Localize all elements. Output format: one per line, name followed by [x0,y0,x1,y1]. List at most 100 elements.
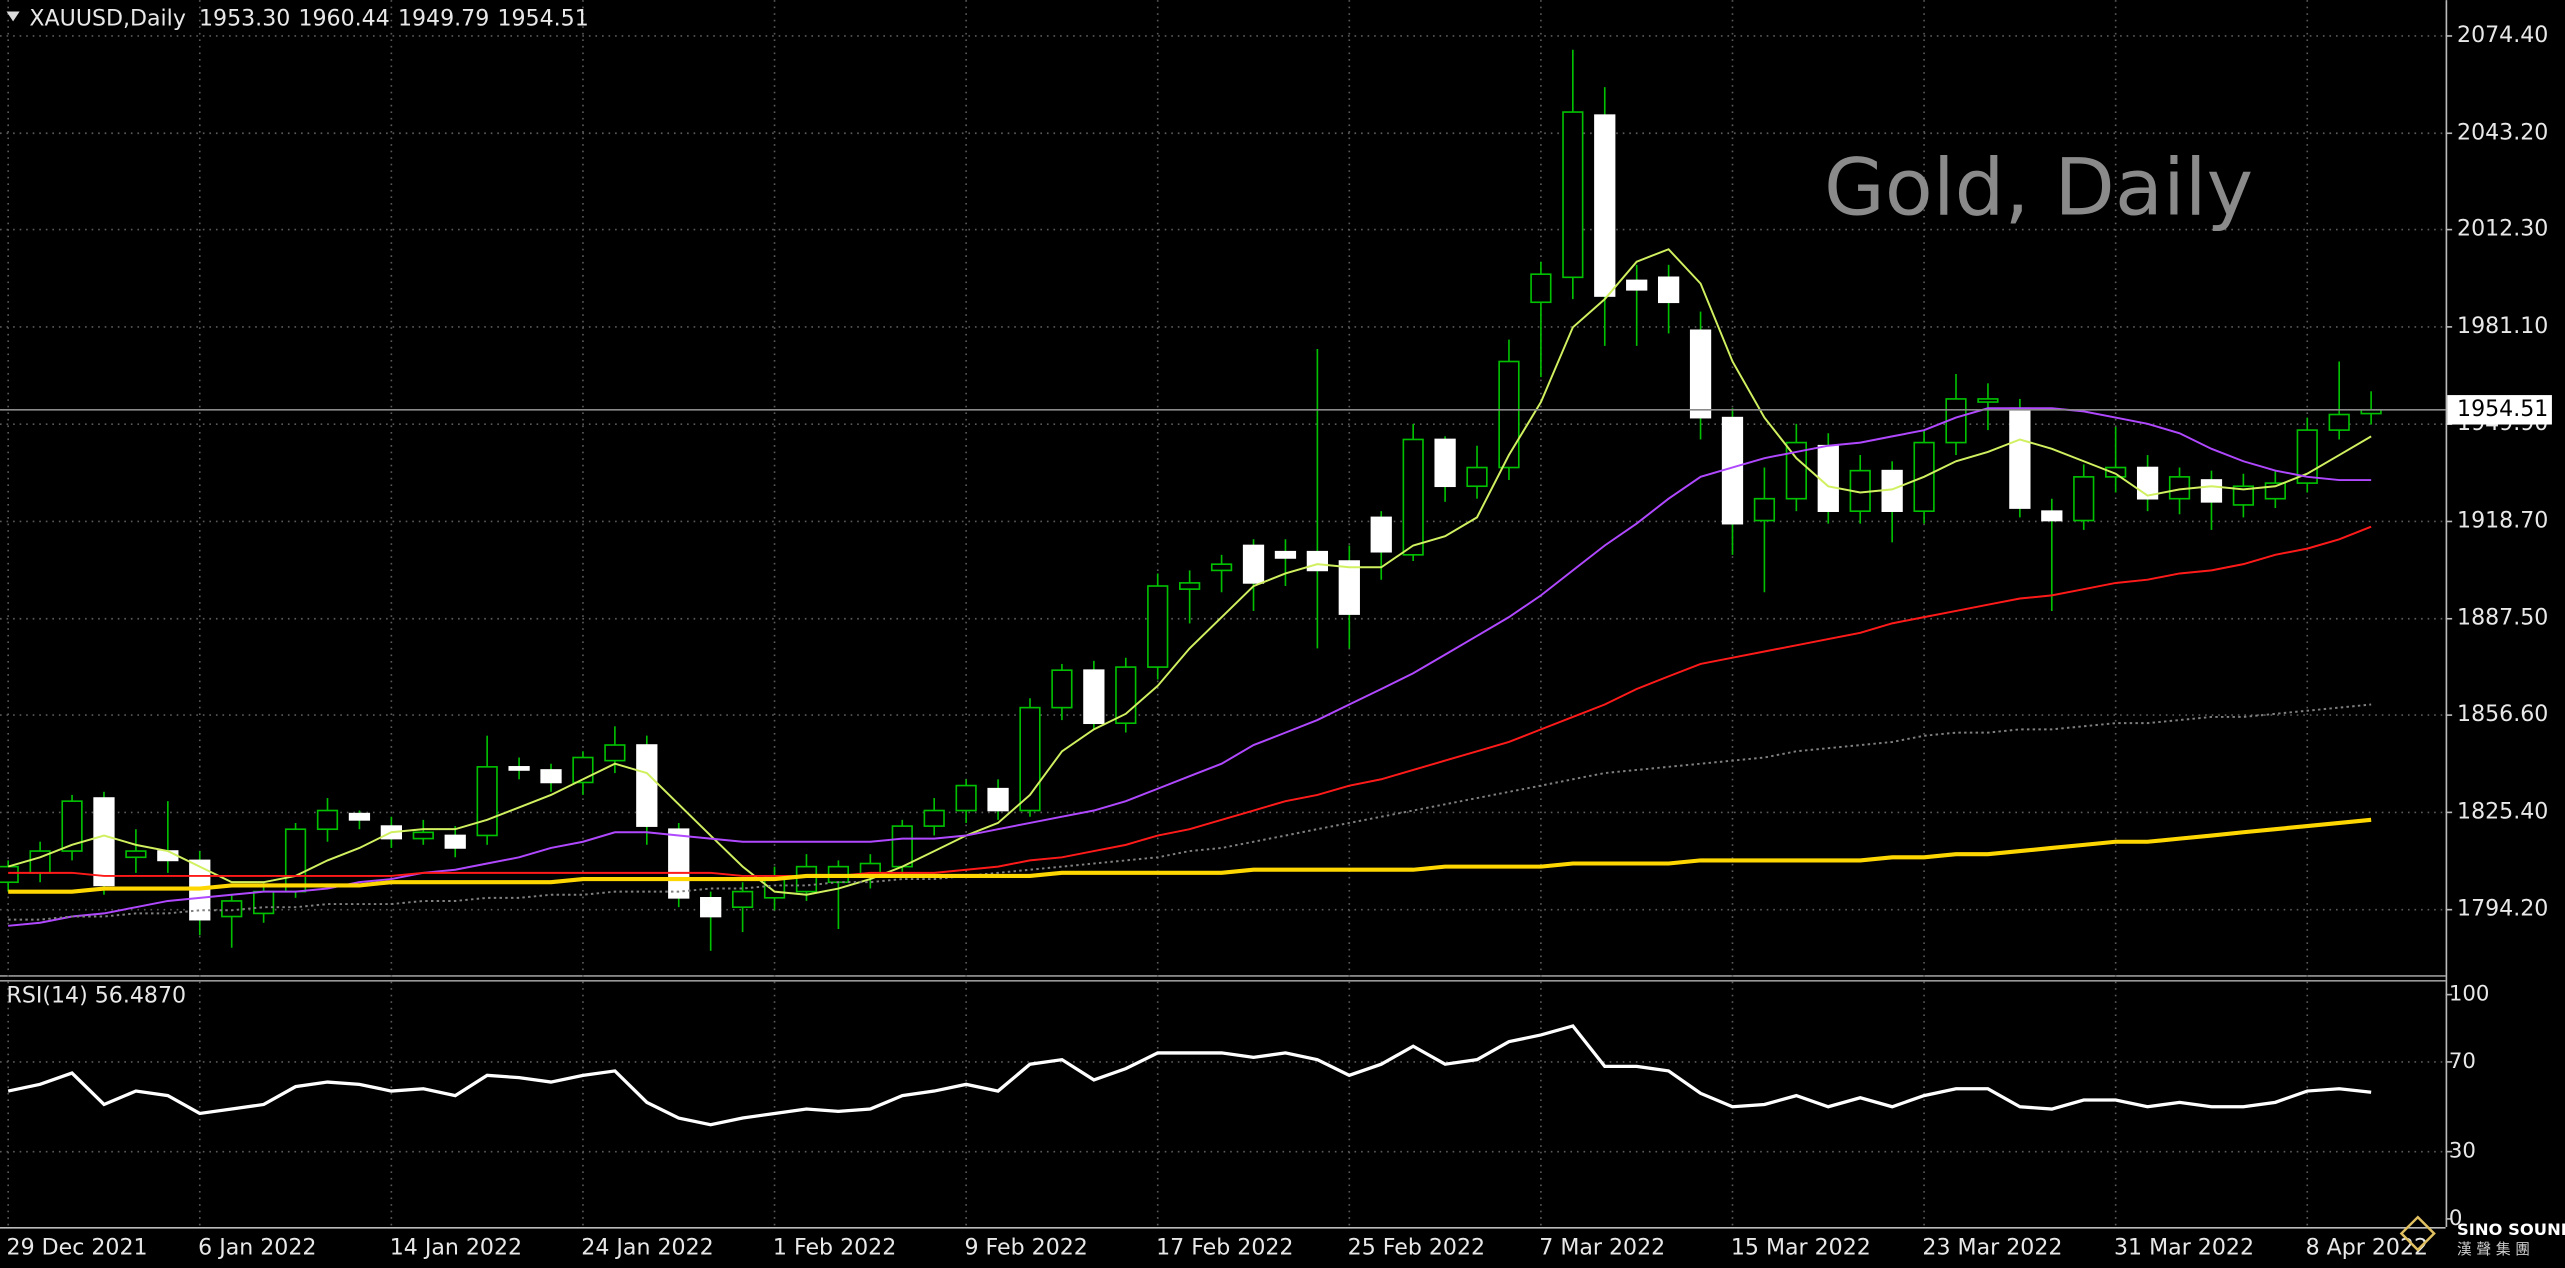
candle-body [125,850,147,859]
x-tick-label: 15 Mar 2022 [1731,1235,1871,1260]
candle-body [1019,706,1041,812]
candle-body [1147,585,1169,668]
high-label: 1960.44 [298,7,389,32]
rsi-line [7,1024,2372,1127]
candle-body [444,834,466,849]
y-tick-label: 2043.20 [2457,120,2548,145]
moving-average [8,817,2372,894]
candle-body [1498,360,1520,469]
candle-body [1402,438,1424,556]
candle-body [1689,329,1712,419]
candle-body [2009,407,2031,509]
low-label: 1949.79 [398,7,489,32]
candle-body [604,744,626,762]
candle-body [2328,413,2350,431]
candle-body [668,828,690,899]
y-tick-label: 100 [2449,982,2490,1007]
candle-body [1051,669,1073,709]
y-tick-label: 2074.40 [2457,23,2548,48]
candle-body [2200,479,2223,503]
candle-body [540,769,562,784]
candle-body [955,784,977,812]
candle-body [1083,669,1105,725]
candle-body [93,797,115,887]
close-label: 1954.51 [497,7,588,32]
candle-body [1721,416,1744,525]
candle-body [1977,398,1999,403]
candle-body [1179,582,1201,590]
candle-body [2136,466,2159,500]
y-tick-label: 1856.60 [2457,702,2548,727]
x-tick-label: 14 Jan 2022 [390,1235,522,1260]
candle-body [1626,279,1648,291]
symbol: XAUUSD,Daily [29,7,185,32]
candle-body [284,828,307,893]
candle-body [1370,516,1392,553]
rsi-title: RSI(14) 56.4870 [7,983,187,1008]
y-tick-label: 0 [2449,1206,2463,1231]
x-tick-label: 31 Mar 2022 [2114,1235,2254,1260]
y-tick-label: 70 [2449,1049,2476,1074]
candle-body [1562,111,1584,279]
logo-name: SINO SOUND [2457,1220,2565,1239]
candle-body [1306,550,1329,572]
candle-body [1242,544,1265,584]
y-tick-label: 30 [2449,1139,2476,1164]
moving-average [8,525,2372,877]
watermark: Gold, Daily [1824,142,2253,234]
last-price-label: 1954.51 [2457,397,2548,422]
y-tick-label: 1825.40 [2457,799,2548,824]
moving-average [8,407,2372,927]
candle-body [923,809,945,827]
x-tick-label: 23 Mar 2022 [1922,1235,2062,1260]
collapse-icon [6,11,20,22]
x-tick-label: 1 Feb 2022 [773,1235,896,1260]
x-tick-label: 24 Jan 2022 [581,1235,713,1260]
moving-average [7,248,2372,896]
moving-average [8,703,2372,921]
candle-body [316,809,339,831]
y-tick-label: 1794.20 [2457,897,2548,922]
x-tick-label: 9 Feb 2022 [964,1235,1087,1260]
candle-body [412,831,434,840]
open-label: 1953.30 [199,7,290,32]
candle-body [700,897,722,918]
candle-body [1657,276,1680,304]
candle-body [1530,273,1552,304]
y-tick-label: 1981.10 [2457,314,2548,339]
x-tick-label: 29 Dec 2021 [7,1235,148,1260]
y-tick-label: 1887.50 [2457,606,2548,631]
candle-body [1785,441,1807,500]
candle-body [1817,444,1839,512]
candle-body [1274,550,1297,559]
candle-body [508,766,530,771]
candle-body [252,890,275,915]
candle-body [1753,497,1776,522]
x-tick-label: 17 Feb 2022 [1156,1235,1293,1260]
logo-subtitle: 漢 聲 集 團 [2457,1241,2530,1258]
y-tick-label: 2012.30 [2457,217,2548,242]
logo-icon [2399,1215,2436,1252]
candle-body [1434,438,1456,488]
candle-body [1210,563,1233,572]
y-tick-label: 1918.70 [2457,508,2548,533]
x-tick-label: 6 Jan 2022 [198,1235,316,1260]
candle-body [987,787,1009,812]
candle-body [476,766,498,837]
candle-body [2073,476,2095,522]
x-tick-label: 25 Feb 2022 [1348,1235,1485,1260]
candle-body [2105,466,2127,478]
candle-body [636,744,658,827]
candle-body [0,865,19,884]
x-tick-label: 8 Apr 2022 [2306,1235,2428,1260]
candle-body [221,900,243,918]
x-tick-label: 7 Mar 2022 [1539,1235,1665,1260]
candle-body [2041,510,2063,522]
candle-body [61,800,83,852]
candle-body [731,890,754,908]
candle-body [1466,466,1488,488]
